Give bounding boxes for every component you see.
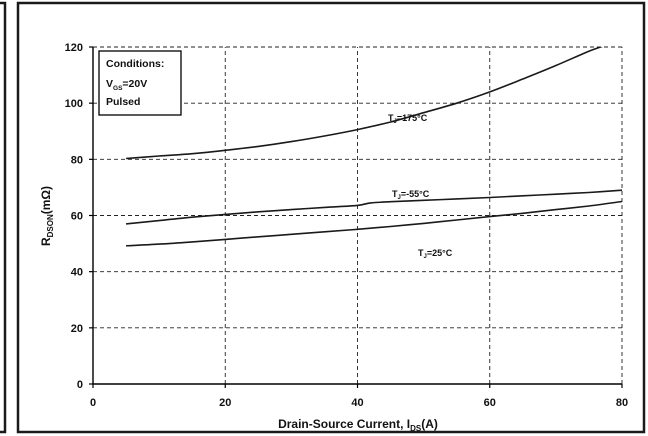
y-tick-label: 40 — [71, 267, 83, 279]
y-tick-label: 100 — [65, 98, 83, 110]
grid — [93, 46, 623, 384]
conditions-box — [98, 50, 182, 116]
y-axis-title: RDSON(mΩ) — [39, 186, 55, 246]
y-tick-label: 120 — [65, 42, 83, 54]
x-tick-label: 0 — [90, 397, 96, 409]
x-tick-label: 80 — [616, 397, 628, 409]
curves — [126, 47, 622, 247]
x-tick-label: 40 — [351, 397, 363, 409]
series-curve-minus55c — [126, 189, 622, 225]
figure-frame — [16, 1, 646, 434]
y-axis-ticks: 0 20 40 60 80 100 120 — [65, 42, 93, 391]
series-curve-25c — [126, 200, 622, 247]
conditions-mode: Pulsed — [106, 96, 140, 108]
y-tick-label: 0 — [77, 379, 83, 391]
x-tick-label: 60 — [484, 397, 496, 409]
conditions-legend: Conditions: VGS=20V Pulsed — [98, 50, 182, 116]
y-tick-label: 60 — [71, 211, 83, 223]
curve-label-minus55c: TJ=-55°C — [392, 189, 430, 201]
x-tick-label: 20 — [219, 397, 231, 409]
conditions-vgs: VGS=20V — [106, 78, 147, 92]
y-tick-label: 80 — [71, 154, 83, 166]
y-tick-label: 20 — [71, 323, 83, 335]
curve-label-25c: TJ=25°C — [418, 248, 453, 260]
left-panel-edge — [0, 1, 7, 434]
x-axis-title: Drain-Source Current, IDS(A) — [278, 417, 438, 433]
conditions-title: Conditions: — [106, 58, 164, 70]
x-axis-ticks: 0 20 40 60 80 — [90, 384, 628, 409]
curve-label-175c: TJ=175°C — [388, 113, 428, 125]
series-curve-175c — [126, 47, 603, 160]
